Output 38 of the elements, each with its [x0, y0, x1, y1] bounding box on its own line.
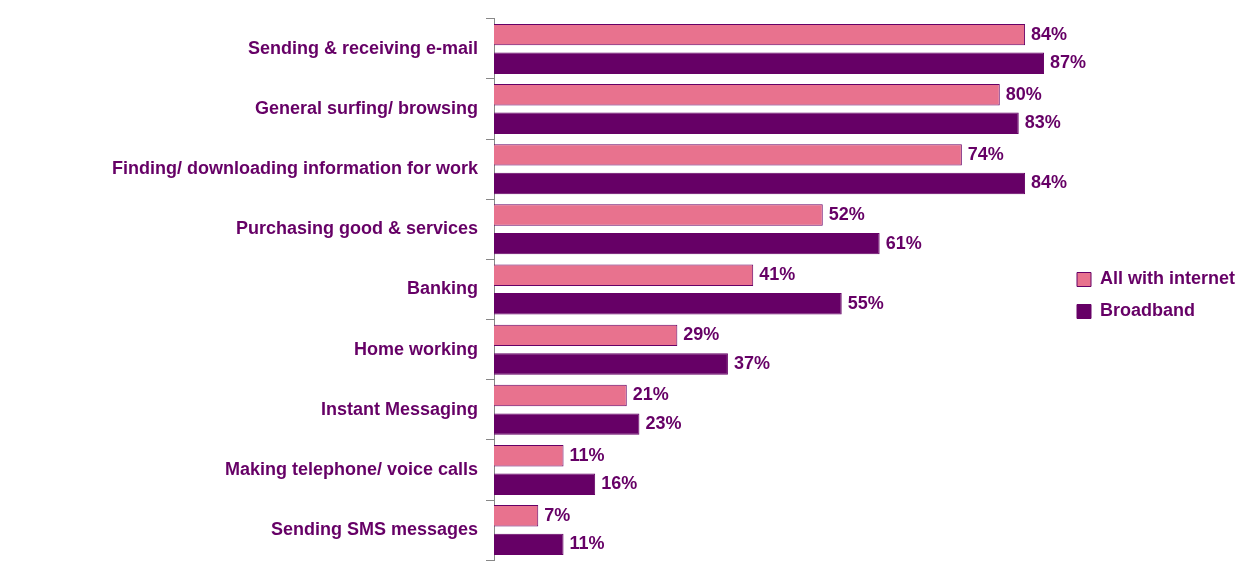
data-label: 11%: [569, 533, 605, 554]
bar: [494, 232, 880, 255]
y-tick-label: Purchasing good & services: [235, 218, 478, 239]
bar: [494, 413, 640, 435]
data-label: 55%: [847, 292, 884, 313]
data-label: 61%: [885, 232, 922, 253]
bar: [494, 52, 1045, 74]
y-tick-label: General surfing/ browsing: [254, 98, 478, 118]
data-label: 87%: [1050, 52, 1087, 73]
bar: [494, 172, 1026, 195]
y-tick-label: Sending & receiving e-mail: [247, 37, 478, 58]
y-tick-label: Home working: [353, 338, 478, 359]
data-label: 16%: [601, 473, 638, 494]
data-label: 74%: [967, 143, 1004, 164]
bar: [494, 353, 728, 375]
data-label: 83%: [1024, 112, 1061, 133]
data-label: 29%: [683, 324, 720, 345]
legend-label: Broadband: [1100, 300, 1196, 321]
bar: [494, 533, 564, 556]
legend-label: All with internet: [1100, 268, 1236, 289]
y-tick-label: Finding/ downloading information for work: [112, 158, 479, 179]
data-label: 41%: [759, 264, 796, 285]
y-tick-label: Banking: [406, 278, 478, 299]
data-label: 84%: [1031, 23, 1068, 44]
bar: [494, 473, 596, 495]
data-label: 21%: [632, 384, 669, 405]
data-label: 11%: [569, 444, 605, 465]
data-label: 37%: [733, 352, 770, 373]
data-label: 80%: [1005, 83, 1042, 104]
data-label: 84%: [1031, 172, 1068, 193]
data-label: 52%: [828, 204, 865, 225]
bar: [494, 293, 842, 315]
bar: [494, 112, 1019, 135]
y-tick-label: Instant Messaging: [320, 398, 478, 419]
y-tick-label: Sending SMS messages: [270, 519, 478, 540]
y-tick-label: Making telephone/ voice calls: [224, 458, 478, 479]
data-label: 23%: [645, 413, 682, 434]
data-label: 7%: [544, 504, 571, 525]
